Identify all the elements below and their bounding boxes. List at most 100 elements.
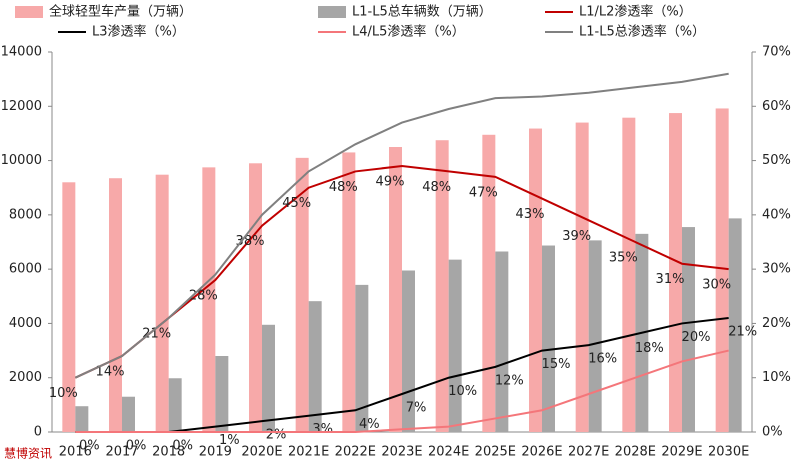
- legend-swatch: [15, 6, 43, 18]
- data-label: 4%: [359, 417, 380, 432]
- data-label: 10%: [49, 386, 78, 401]
- legend-swatch: [318, 6, 346, 18]
- data-label: 39%: [562, 229, 591, 244]
- bar: [75, 406, 89, 432]
- y-tick-label: 10000: [1, 153, 42, 168]
- x-tick-label: 2027E: [568, 445, 609, 460]
- bar: [249, 163, 262, 433]
- y2-tick-label: 40%: [762, 207, 791, 222]
- data-label: 43%: [516, 207, 545, 222]
- legend-label: L4/L5渗透率（%）: [352, 24, 465, 40]
- x-tick-label: 2017: [105, 445, 138, 460]
- bar: [168, 378, 182, 432]
- data-label: 3%: [312, 422, 333, 437]
- y-tick-label: 14000: [1, 45, 42, 60]
- data-label: 1%: [219, 433, 240, 448]
- bar: [588, 240, 602, 432]
- data-label: 21%: [142, 327, 171, 342]
- x-tick-label: 2030E: [708, 445, 749, 460]
- data-label: 48%: [329, 180, 358, 195]
- data-label: 48%: [422, 180, 451, 195]
- x-tick-label: 2023E: [381, 445, 422, 460]
- bar: [262, 324, 275, 432]
- bar: [155, 174, 169, 432]
- bar: [682, 227, 695, 432]
- x-tick-label: 2026E: [521, 445, 562, 460]
- data-label: 0%: [126, 439, 147, 454]
- data-label: 45%: [282, 196, 311, 211]
- y-tick-label: 2000: [9, 370, 42, 385]
- bar: [62, 182, 76, 432]
- x-tick-label: 2019: [199, 445, 232, 460]
- x-tick-label: 2021E: [288, 445, 329, 460]
- data-label: 12%: [495, 373, 524, 388]
- legend-label: L1-L5总渗透率（%）: [579, 24, 705, 40]
- data-label: 47%: [469, 185, 498, 200]
- data-label: 49%: [376, 175, 405, 190]
- bar: [342, 152, 356, 432]
- bar: [495, 251, 509, 432]
- bar: [669, 113, 682, 433]
- bar: [529, 128, 542, 433]
- bar: [575, 122, 589, 433]
- bar: [448, 259, 462, 432]
- y-tick-label: 6000: [9, 262, 42, 277]
- x-tick-label: 2024E: [428, 445, 469, 460]
- bar: [728, 218, 742, 432]
- data-label: 2%: [266, 428, 287, 443]
- data-label: 15%: [542, 357, 571, 372]
- bar: [295, 157, 309, 432]
- bar: [215, 356, 229, 432]
- x-tick-label: 2022E: [335, 445, 376, 460]
- data-label: 30%: [702, 278, 731, 293]
- legend-label: 全球轻型车产量（万辆）: [49, 4, 192, 20]
- data-label: 20%: [682, 330, 711, 345]
- legend-label: L1/L2渗透率（%）: [579, 4, 692, 20]
- data-label: 21%: [728, 325, 757, 340]
- y-tick-label: 0: [34, 425, 42, 440]
- data-label: 31%: [656, 272, 685, 287]
- data-label: 14%: [96, 365, 125, 380]
- y2-tick-label: 30%: [762, 262, 791, 277]
- bar: [122, 396, 135, 432]
- x-tick-label: 2029E: [661, 445, 702, 460]
- line: [75, 349, 729, 433]
- legend-label: L3渗透率（%）: [92, 24, 185, 40]
- bar: [715, 108, 729, 432]
- data-label: 7%: [406, 401, 427, 416]
- data-label: 35%: [609, 251, 638, 266]
- bar: [482, 134, 496, 433]
- x-tick-label: 2018: [152, 445, 185, 460]
- y2-tick-label: 10%: [762, 370, 791, 385]
- y-tick-label: 4000: [9, 316, 42, 331]
- bar: [435, 140, 449, 432]
- data-label: 0%: [172, 439, 193, 454]
- data-label: 18%: [635, 341, 664, 356]
- x-tick-label: 2028E: [615, 445, 656, 460]
- bar: [308, 301, 322, 432]
- watermark: 慧博资讯: [4, 446, 52, 461]
- x-tick-label: 2020E: [241, 445, 282, 460]
- line: [74, 164, 729, 379]
- y-tick-label: 12000: [1, 99, 42, 114]
- y-tick-label: 8000: [9, 207, 42, 222]
- y2-tick-label: 0%: [762, 425, 783, 440]
- data-label: 0%: [79, 439, 100, 454]
- data-label: 10%: [448, 384, 477, 399]
- y2-tick-label: 50%: [762, 153, 791, 168]
- x-tick-label: 2016: [59, 445, 92, 460]
- bar: [389, 147, 402, 432]
- y2-tick-label: 60%: [762, 99, 791, 114]
- bar: [355, 284, 369, 432]
- legend-label: L1-L5总车辆数（万辆）: [352, 4, 492, 20]
- data-label: 16%: [588, 352, 617, 367]
- line: [74, 72, 729, 379]
- y2-tick-label: 70%: [762, 45, 791, 60]
- bar: [542, 245, 555, 432]
- y2-tick-label: 20%: [762, 316, 791, 331]
- x-tick-label: 2025E: [475, 445, 516, 460]
- bar: [622, 117, 636, 432]
- bar: [202, 167, 216, 432]
- bar: [109, 178, 122, 432]
